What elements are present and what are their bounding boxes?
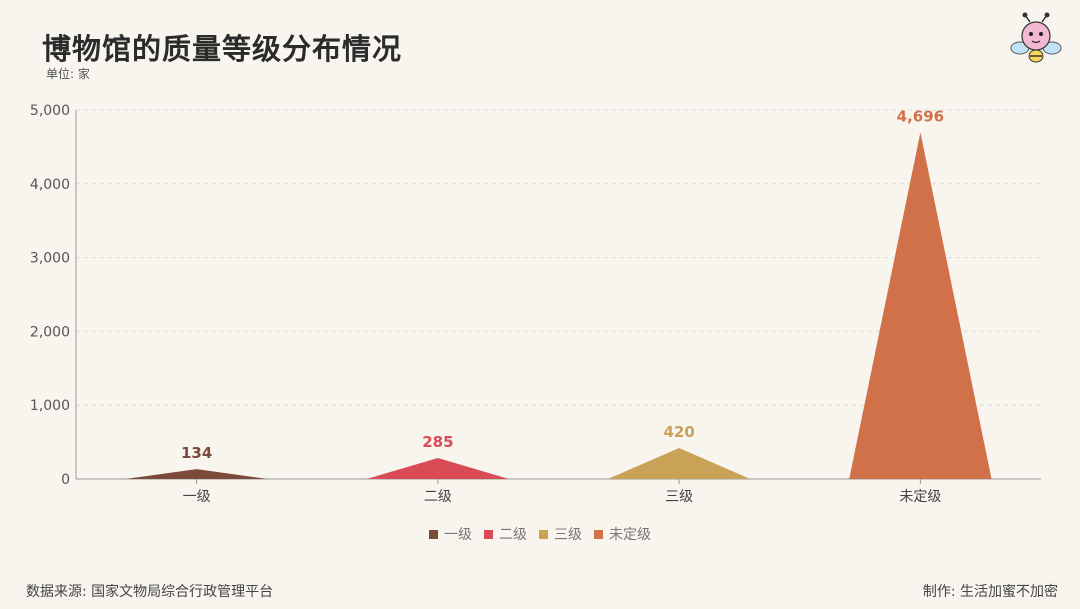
chart-legend: 一级 二级 三级 未定级 [0, 524, 1080, 544]
x-tick-label: 未定级 [899, 489, 941, 505]
legend-label: 二级 [499, 527, 527, 543]
y-tick-label: 2,000 [30, 324, 70, 340]
legend-item: 未定级 [594, 524, 651, 544]
x-tick-label: 一级 [183, 489, 211, 505]
cartoon-bee-icon [1010, 12, 1062, 63]
x-tick-label: 二级 [424, 489, 452, 505]
data-label: 134 [181, 444, 212, 462]
y-tick-label: 1,000 [30, 398, 70, 414]
y-tick-label: 3,000 [30, 251, 70, 267]
legend-label: 一级 [444, 527, 472, 543]
legend-label: 未定级 [609, 527, 651, 543]
legend-label: 三级 [554, 527, 582, 543]
page-title: 博物馆的质量等级分布情况 [42, 32, 403, 66]
area-peak [607, 448, 751, 479]
y-tick-label: 4,000 [30, 177, 70, 193]
legend-swatch [429, 529, 438, 539]
legend-swatch [594, 529, 603, 539]
legend-swatch [484, 529, 493, 539]
unit-label: 单位: 家 [46, 67, 90, 81]
x-tick-label: 三级 [665, 489, 693, 505]
y-tick-label: 5,000 [30, 103, 70, 119]
legend-item: 一级 [429, 524, 472, 544]
data-label: 285 [422, 433, 453, 451]
area-peak [366, 457, 510, 479]
data-label: 4,696 [897, 107, 944, 125]
source-note: 数据来源: 国家文物局综合行政管理平台 [26, 584, 274, 600]
legend-item: 三级 [539, 524, 582, 544]
area-peak [849, 132, 992, 480]
area-peak [125, 469, 268, 479]
credit-note: 制作: 生活加蜜不加密 [922, 584, 1058, 600]
y-tick-label: 0 [61, 472, 70, 488]
legend-swatch [539, 529, 548, 539]
data-label: 420 [663, 423, 694, 441]
legend-item: 二级 [484, 524, 527, 544]
